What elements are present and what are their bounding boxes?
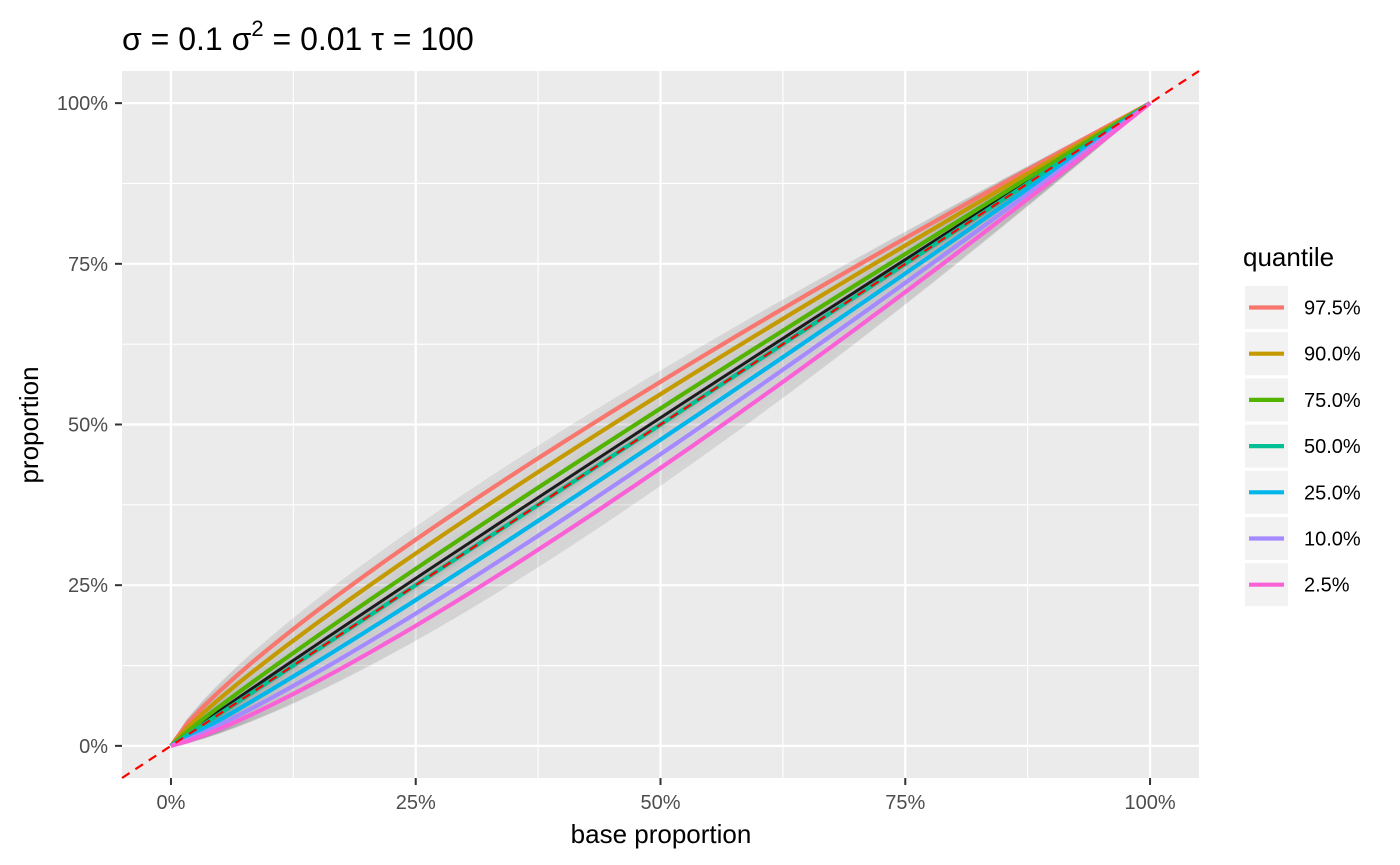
background-draw-line [170,102,1151,747]
series-line-10.0% [170,101,1152,748]
series-line-2.5% [170,101,1152,748]
background-draw-line [170,101,1151,748]
y-tick-label: 0% [79,736,108,758]
series-line-97.5% [169,101,1152,748]
background-draw-line [170,102,1151,747]
x-axis-title: base proportion [571,819,752,849]
legend-label: 90.0% [1304,344,1361,366]
x-tick-label: 100% [1124,792,1175,814]
y-tick-label: 25% [68,575,108,597]
y-tick-label: 100% [57,93,108,115]
x-axis: 0% 25% 50% 75% 100% [157,778,1176,814]
series-line-90.0% [169,101,1152,748]
x-tick-label: 25% [396,792,436,814]
legend-title: quantile [1243,242,1334,272]
series-line-75.0% [169,101,1152,748]
background-draw-line [170,102,1151,747]
y-axis-title: proportion [14,366,44,483]
legend-label: 75.0% [1304,390,1361,412]
reference-line [121,70,1200,779]
reference-line-y-equals-x [121,70,1200,779]
x-tick-label: 75% [885,792,925,814]
legend-label: 2.5% [1304,575,1350,597]
background-draw-line [170,102,1151,747]
background-draw-line [170,102,1151,747]
y-tick-label: 75% [68,254,108,276]
legend: quantile 97.5% 90.0% 75.0% 50.0% 25.0% 10.0% 2… [1243,242,1361,607]
y-tick-label: 50% [68,415,108,437]
background-draw-line [170,102,1151,747]
legend-label: 97.5% [1304,298,1361,320]
background-draw-line [170,102,1151,747]
background-draw-line [170,102,1151,747]
background-draw-line [170,102,1151,747]
legend-label: 10.0% [1304,529,1361,551]
series-line-25.0% [170,101,1152,748]
background-draw-line [170,102,1151,747]
background-draw-line [170,102,1151,747]
legend-label: 25.0% [1304,482,1361,504]
background-draw-line [170,102,1151,747]
background-draw-line [170,102,1151,747]
x-tick-label: 50% [640,792,680,814]
series-lines [169,101,1152,748]
x-tick-label: 0% [157,792,186,814]
chart-title: σ = 0.1 σ2 = 0.01 τ = 100 [122,16,474,57]
background-draw-line [170,102,1151,747]
background-draw-line [170,102,1151,747]
background-draw-line [170,102,1151,747]
background-draw-line [170,102,1151,747]
background-draw-line [170,102,1151,747]
legend-label: 50.0% [1304,436,1361,458]
y-axis: 0% 25% 50% 75% 100% [57,93,122,758]
